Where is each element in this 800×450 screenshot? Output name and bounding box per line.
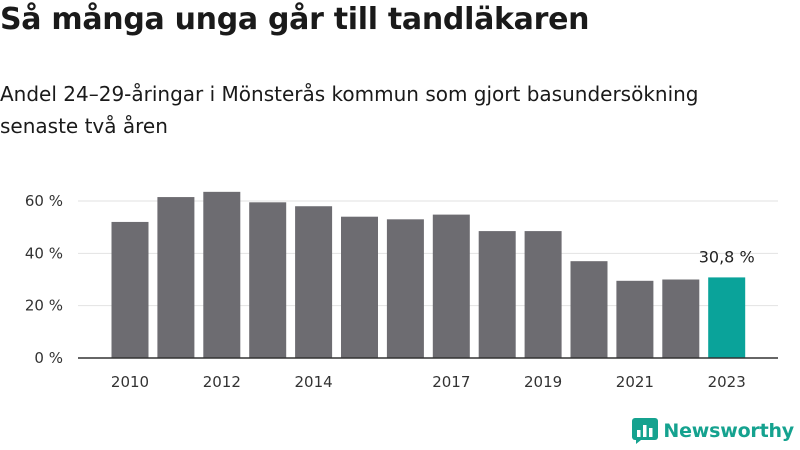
bar-2021 — [616, 280, 654, 358]
x-tick-label: 2023 — [708, 373, 746, 391]
x-tick-label: 2021 — [616, 373, 654, 391]
y-tick-label: 40 % — [25, 244, 63, 262]
x-tick-label: 2014 — [295, 373, 333, 391]
x-tick-label: 2012 — [203, 373, 241, 391]
x-tick-label: 2010 — [111, 373, 149, 391]
y-tick-label: 60 % — [25, 192, 63, 210]
chart-subtitle: Andel 24–29-åringar i Mönsterås kommun s… — [0, 82, 699, 138]
bar-2018 — [478, 231, 516, 358]
x-tick-label: 2017 — [432, 373, 470, 391]
bar-2013 — [249, 202, 287, 358]
y-tick-label: 20 % — [25, 297, 63, 315]
chart-title: Så många unga går till tandläkaren — [0, 2, 590, 37]
newsworthy-logo: Newsworthy — [632, 418, 794, 444]
brand-name: Newsworthy — [663, 420, 794, 442]
bar-2017 — [432, 214, 470, 358]
highlight-value-label: 30,8 % — [699, 247, 755, 266]
bars — [111, 191, 746, 358]
y-tick-label: 0 % — [34, 349, 63, 367]
bar-2011 — [157, 197, 195, 358]
bar-2019 — [524, 231, 562, 358]
bar-2022 — [662, 279, 700, 358]
x-axis-ticks: 2010 2012 2014 2017 2019 2021 2023 — [111, 373, 746, 391]
y-axis-ticks: 0 % 20 % 40 % 60 % — [25, 192, 63, 367]
bar-2015 — [341, 216, 378, 358]
bar-2012 — [203, 191, 241, 358]
bar-2023 — [708, 277, 746, 358]
bar-2014 — [295, 206, 333, 358]
x-tick-label: 2019 — [524, 373, 562, 391]
bar-2016 — [386, 219, 424, 358]
bar-2010 — [111, 221, 149, 358]
bar-chart-logo-icon — [632, 418, 659, 444]
grid-lines — [78, 200, 778, 307]
bar-2020 — [570, 261, 608, 358]
